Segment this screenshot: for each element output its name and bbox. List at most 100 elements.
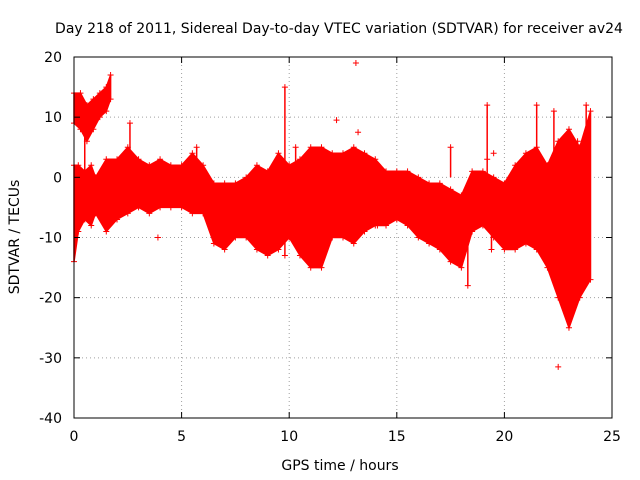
data-band [73, 110, 592, 331]
x-tick-label: 25 [603, 429, 621, 445]
data-point [253, 162, 260, 169]
data-point [329, 234, 336, 241]
data-point [146, 162, 153, 169]
data-point [361, 150, 368, 157]
y-tick-label: -40 [39, 411, 62, 427]
data-point [264, 168, 271, 175]
data-point [318, 144, 325, 151]
data-point [361, 228, 368, 235]
data-point [404, 168, 411, 175]
data-point [544, 264, 551, 271]
data-point [565, 126, 572, 133]
data-point [464, 282, 471, 289]
data-point [479, 222, 486, 229]
y-tick-label: 0 [53, 170, 62, 186]
data-point [490, 174, 497, 181]
data-point [114, 156, 121, 163]
data-point [103, 156, 110, 163]
x-tick-label: 20 [495, 429, 513, 445]
data-point [103, 84, 110, 91]
outlier-point [490, 150, 497, 157]
data-point [587, 108, 594, 115]
outlier-point [154, 234, 161, 241]
y-tick-label: 10 [44, 110, 62, 126]
data-point [75, 162, 82, 169]
outlier-point [374, 222, 381, 229]
outlier-point [555, 363, 562, 370]
data-point [469, 168, 476, 175]
data-point [126, 120, 133, 127]
x-tick-label: 5 [177, 429, 186, 445]
data-point [167, 162, 174, 169]
x-tick-label: 10 [280, 429, 298, 445]
data-point [146, 210, 153, 217]
data-point [96, 114, 103, 121]
data-point [296, 156, 303, 163]
data-point [275, 246, 282, 253]
data-point [372, 156, 379, 163]
data-point [383, 168, 390, 175]
data-point [210, 240, 217, 247]
data-point [200, 210, 207, 217]
x-tick-label: 15 [388, 429, 406, 445]
data-point [383, 222, 390, 229]
data-point [458, 264, 465, 271]
data-point [286, 234, 293, 241]
data-point [533, 102, 540, 109]
data-point [447, 186, 454, 193]
data-point [77, 90, 84, 97]
data-point [75, 228, 82, 235]
data-point [583, 102, 590, 109]
data-point [200, 162, 207, 169]
data-point [350, 240, 357, 247]
data-point [329, 150, 336, 157]
data-point [221, 180, 228, 187]
data-point [77, 126, 84, 133]
data-point [253, 246, 260, 253]
data-point [458, 192, 465, 199]
data-point [576, 294, 583, 301]
data-point [415, 234, 422, 241]
data-point [167, 204, 174, 211]
data-point [114, 216, 121, 223]
data-point [307, 144, 314, 151]
data-point [90, 126, 97, 133]
data-point [555, 138, 562, 145]
data-point [243, 234, 250, 241]
data-point [264, 252, 271, 259]
data-point [501, 246, 508, 253]
data-point [92, 174, 99, 181]
data-point [488, 246, 495, 253]
data-point [96, 90, 103, 97]
data-point [178, 162, 185, 169]
data-point [512, 246, 519, 253]
data-point [90, 96, 97, 103]
data-point [281, 252, 288, 259]
data-point [533, 246, 540, 253]
data-point [587, 276, 594, 283]
data-point [281, 84, 288, 91]
data-point [307, 264, 314, 271]
data-point [340, 150, 346, 157]
data-point [565, 324, 572, 331]
data-point [544, 162, 551, 169]
data-point [393, 216, 400, 223]
data-point [92, 210, 99, 217]
data-point [103, 228, 110, 235]
data-point [157, 156, 164, 163]
data-point [350, 144, 357, 151]
outlier-point [355, 129, 362, 136]
data-point [522, 240, 529, 247]
x-axis-label: GPS time / hours [281, 458, 398, 474]
data-point [232, 234, 239, 241]
data-point [479, 168, 486, 175]
data-point [296, 252, 303, 259]
data-point [88, 162, 95, 169]
data-point [232, 180, 239, 187]
data-point [555, 294, 562, 301]
data-point [501, 180, 508, 187]
data-points [71, 60, 594, 370]
data-point [426, 240, 433, 247]
data-point [275, 150, 282, 157]
